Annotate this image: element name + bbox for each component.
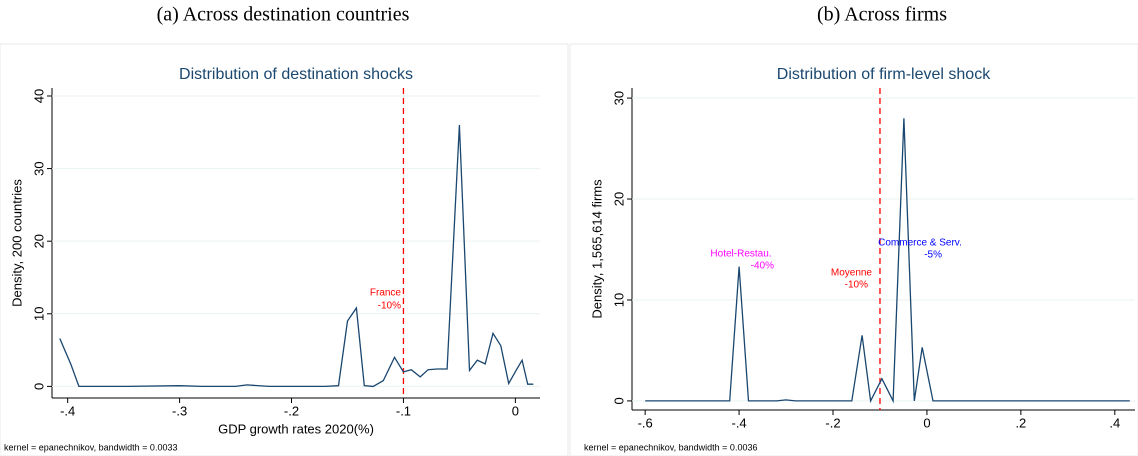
- annotation: -10%: [378, 301, 401, 312]
- note: kernel = epanechnikov, bandwidth = 0.003…: [4, 442, 177, 452]
- annotation: Hotel-Restau.: [710, 249, 771, 260]
- x-tick-label: .4: [1109, 415, 1120, 430]
- x-tick-label: -.2: [284, 403, 299, 418]
- y-tick-label: 20: [31, 234, 46, 248]
- density-line: [59, 124, 534, 388]
- y-tick-label: 10: [31, 307, 46, 321]
- x-tick-label: -.2: [825, 415, 840, 430]
- x-tick-label: -.4: [60, 403, 75, 418]
- panel-header: (b) Across firms: [817, 4, 947, 26]
- annotation: -40%: [751, 261, 774, 272]
- x-axis-label: GDP growth rates 2020(%): [218, 421, 374, 436]
- panel-header: (a) Across destination countries: [157, 4, 410, 26]
- annotation: France: [370, 288, 402, 299]
- y-axis-label: Density, 1,565,614 firms: [589, 179, 604, 319]
- x-tick-label: -.1: [396, 403, 411, 418]
- note: kernel = epanechnikov, bandwidth = 0.003…: [584, 442, 757, 452]
- x-tick-label: 0: [512, 403, 519, 418]
- annotation: -5%: [924, 250, 942, 261]
- chart-title: Distribution of firm-level shock: [777, 66, 991, 83]
- x-tick-label: -.6: [638, 415, 653, 430]
- x-tick-label: 0: [923, 415, 930, 430]
- panel-frame: [569, 43, 1138, 456]
- x-tick-label: .2: [1015, 415, 1026, 430]
- annotation: Moyenne: [831, 268, 873, 279]
- y-tick-label: 30: [611, 91, 626, 105]
- y-tick-label: 40: [31, 89, 46, 103]
- y-tick-label: 0: [31, 383, 46, 390]
- y-tick-label: 30: [31, 161, 46, 175]
- y-tick-label: 10: [611, 293, 626, 307]
- annotation: Commerce & Serv.: [878, 238, 962, 249]
- annotation: -10%: [845, 280, 868, 291]
- x-tick-label: -.4: [731, 415, 746, 430]
- x-tick-label: -.3: [172, 403, 187, 418]
- panel-frame: [0, 43, 569, 456]
- density-line: [645, 118, 1130, 404]
- y-axis-label: Density, 200 countries: [9, 179, 24, 307]
- chart-title: Distribution of destination shocks: [179, 66, 413, 83]
- y-tick-label: 20: [611, 192, 626, 206]
- y-tick-label: 0: [611, 397, 626, 404]
